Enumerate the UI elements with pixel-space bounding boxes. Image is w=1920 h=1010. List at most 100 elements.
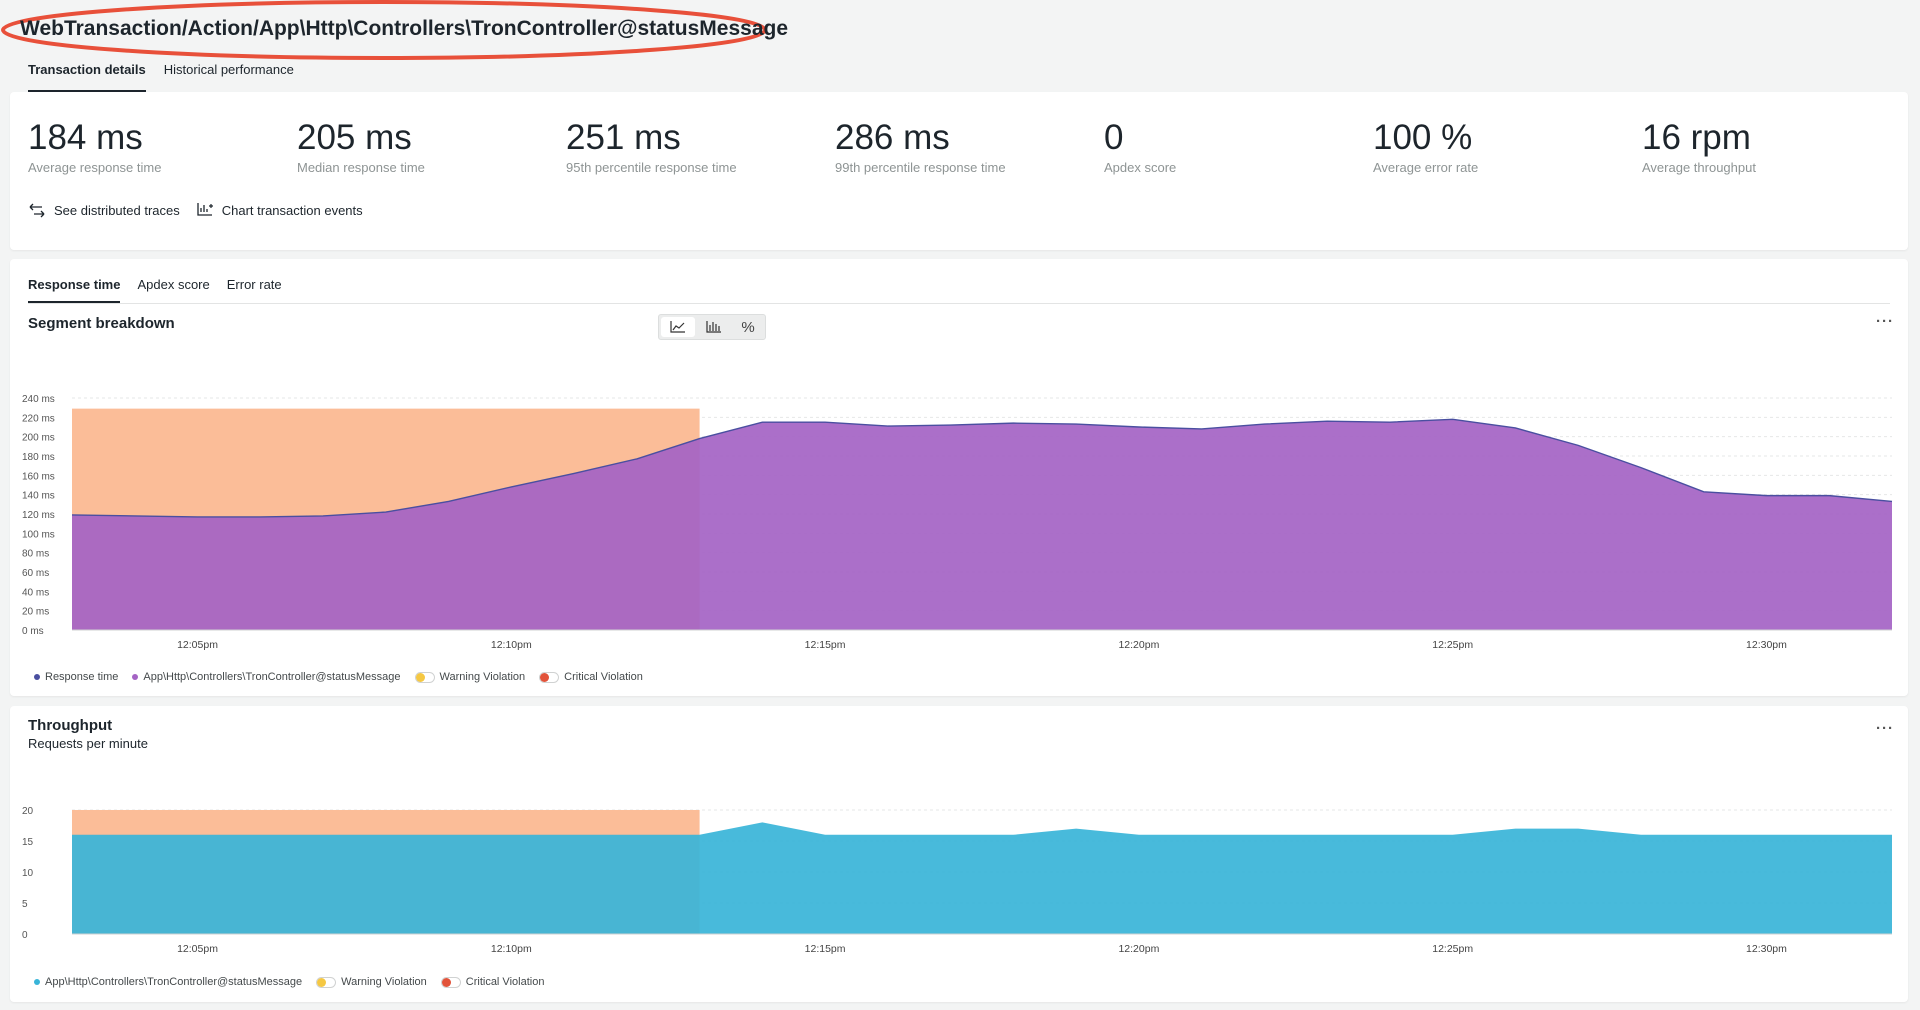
metric-value: 205 ms <box>297 118 412 157</box>
y-tick-label: 200 ms <box>22 433 55 444</box>
metric-value: 286 ms <box>835 118 950 157</box>
metric-95th-percentile: 251 ms 95th percentile response time <box>566 118 835 175</box>
y-tick-label: 20 ms <box>22 607 49 618</box>
percent-button[interactable]: % <box>731 315 765 339</box>
legend-item[interactable]: Response time <box>34 671 118 683</box>
x-tick-label: 12:05pm <box>177 943 218 955</box>
legend-item[interactable]: Critical Violation <box>539 671 643 683</box>
y-tick-label: 60 ms <box>22 568 49 579</box>
tab-apdex-score[interactable]: Apdex score <box>137 277 210 292</box>
more-options-button[interactable]: ··· <box>1876 313 1894 330</box>
metric-value: 251 ms <box>566 118 681 157</box>
metric-label: Average response time <box>28 159 162 175</box>
legend-toggle-icon <box>440 976 461 988</box>
y-tick-label: 120 ms <box>22 510 55 521</box>
chart-title: Segment breakdown <box>28 315 175 332</box>
area-chart-icon <box>670 321 685 333</box>
x-tick-label: 12:25pm <box>1432 943 1473 955</box>
y-tick-label: 5 <box>22 899 28 910</box>
bar-chart-button[interactable] <box>697 315 731 339</box>
metric-apdex-score: 0 Apdex score <box>1104 118 1373 175</box>
legend-label: App\Http\Controllers\TronController@stat… <box>45 976 303 988</box>
metrics-row: 184 ms Average response time 205 ms Medi… <box>28 118 1911 175</box>
see-distributed-traces-link[interactable]: See distributed traces <box>28 202 180 218</box>
legend-label: Critical Violation <box>465 976 545 988</box>
legend-label: Critical Violation <box>564 671 643 683</box>
summary-card: 184 ms Average response time 205 ms Medi… <box>10 92 1908 250</box>
metric-value: 184 ms <box>28 118 143 157</box>
action-label: See distributed traces <box>54 203 180 218</box>
action-label: Chart transaction events <box>221 203 363 218</box>
series-area <box>72 822 1892 934</box>
y-tick-label: 140 ms <box>22 491 55 502</box>
title-area: WebTransaction/Action/App\Http\Controlle… <box>0 0 788 62</box>
legend-toggle-icon <box>539 671 560 683</box>
tab-error-rate[interactable]: Error rate <box>226 277 282 292</box>
metric-value: 16 rpm <box>1642 118 1751 157</box>
segment-breakdown-legend: Response time App\Http\Controllers\TronCo… <box>34 671 643 683</box>
legend-item[interactable]: App\Http\Controllers\TronController@stat… <box>132 671 401 683</box>
metric-label: Average throughput <box>1642 159 1756 175</box>
series-area <box>72 419 1892 630</box>
top-tabs: Transaction details Historical performan… <box>28 62 294 92</box>
percent-icon: % <box>741 318 755 336</box>
response-time-card: Response time Apdex score Error rate Seg… <box>10 259 1908 696</box>
metric-average-response-time: 184 ms Average response time <box>28 118 297 175</box>
y-tick-label: 160 ms <box>22 471 55 482</box>
y-tick-label: 0 ms <box>22 626 44 637</box>
x-tick-label: 12:15pm <box>805 639 846 651</box>
more-options-button[interactable]: ··· <box>1876 720 1894 737</box>
legend-label: Warning Violation <box>341 976 427 988</box>
metric-label: 95th percentile response time <box>566 159 737 175</box>
x-tick-label: 12:05pm <box>177 639 218 651</box>
legend-toggle-icon <box>316 976 337 988</box>
metric-average-error-rate: 100 % Average error rate <box>1373 118 1642 175</box>
y-tick-label: 80 ms <box>22 549 49 560</box>
legend-dot-icon <box>132 674 139 680</box>
metric-label: Average error rate <box>1373 159 1479 175</box>
x-tick-label: 12:15pm <box>805 943 846 955</box>
y-tick-label: 20 <box>22 806 34 817</box>
throughput-legend: App\Http\Controllers\TronController@stat… <box>34 976 544 988</box>
y-tick-label: 40 ms <box>22 587 49 598</box>
actions-row: See distributed traces Chart transaction… <box>28 202 363 218</box>
throughput-chart: 20 15 10 5 0 12:05pm 12:10pm 12:15pm 12:20pm 12:2… <box>22 806 1892 955</box>
metric-label: 99th percentile response time <box>835 159 1006 175</box>
legend-label: App\Http\Controllers\TronController@stat… <box>143 671 401 683</box>
x-tick-label: 12:20pm <box>1118 943 1159 955</box>
tab-transaction-details[interactable]: Transaction details <box>28 62 146 92</box>
chart-events-icon <box>197 203 213 216</box>
legend-dot-icon <box>34 674 40 680</box>
legend-item[interactable]: Critical Violation <box>440 976 545 988</box>
y-tick-label: 240 ms <box>22 394 55 405</box>
chart-transaction-events-link[interactable]: Chart transaction events <box>196 202 363 218</box>
metric-label: Median response time <box>297 159 425 175</box>
area-chart-button[interactable] <box>661 317 695 337</box>
legend-label: Response time <box>45 671 119 683</box>
y-tick-label: 100 ms <box>22 529 55 540</box>
legend-item[interactable]: App\Http\Controllers\TronController@stat… <box>34 976 302 988</box>
metric-99th-percentile: 286 ms 99th percentile response time <box>835 118 1104 175</box>
legend-label: Warning Violation <box>439 671 526 683</box>
metric-value: 0 <box>1104 118 1124 157</box>
bar-chart-icon <box>706 321 721 333</box>
tab-historical-performance[interactable]: Historical performance <box>163 62 294 77</box>
legend-item[interactable]: Warning Violation <box>316 976 427 988</box>
distributed-traces-icon <box>29 203 45 218</box>
y-tick-label: 15 <box>22 837 34 848</box>
chart-tabs: Response time Apdex score Error rate <box>28 277 1890 304</box>
y-tick-label: 180 ms <box>22 452 55 463</box>
x-tick-label: 12:10pm <box>491 639 532 651</box>
legend-dot-icon <box>34 979 40 985</box>
chart-view-toggle: % <box>658 314 766 340</box>
chart-subtitle: Requests per minute <box>28 736 148 751</box>
metric-value: 100 % <box>1373 118 1473 157</box>
x-tick-label: 12:30pm <box>1746 943 1787 955</box>
metric-median-response-time: 205 ms Median response time <box>297 118 566 175</box>
metric-average-throughput: 16 rpm Average throughput <box>1642 118 1911 175</box>
highlight-ellipse <box>1 0 767 60</box>
legend-toggle-icon <box>414 671 435 683</box>
legend-item[interactable]: Warning Violation <box>414 671 526 683</box>
y-tick-label: 220 ms <box>22 413 55 424</box>
tab-response-time[interactable]: Response time <box>28 277 121 303</box>
